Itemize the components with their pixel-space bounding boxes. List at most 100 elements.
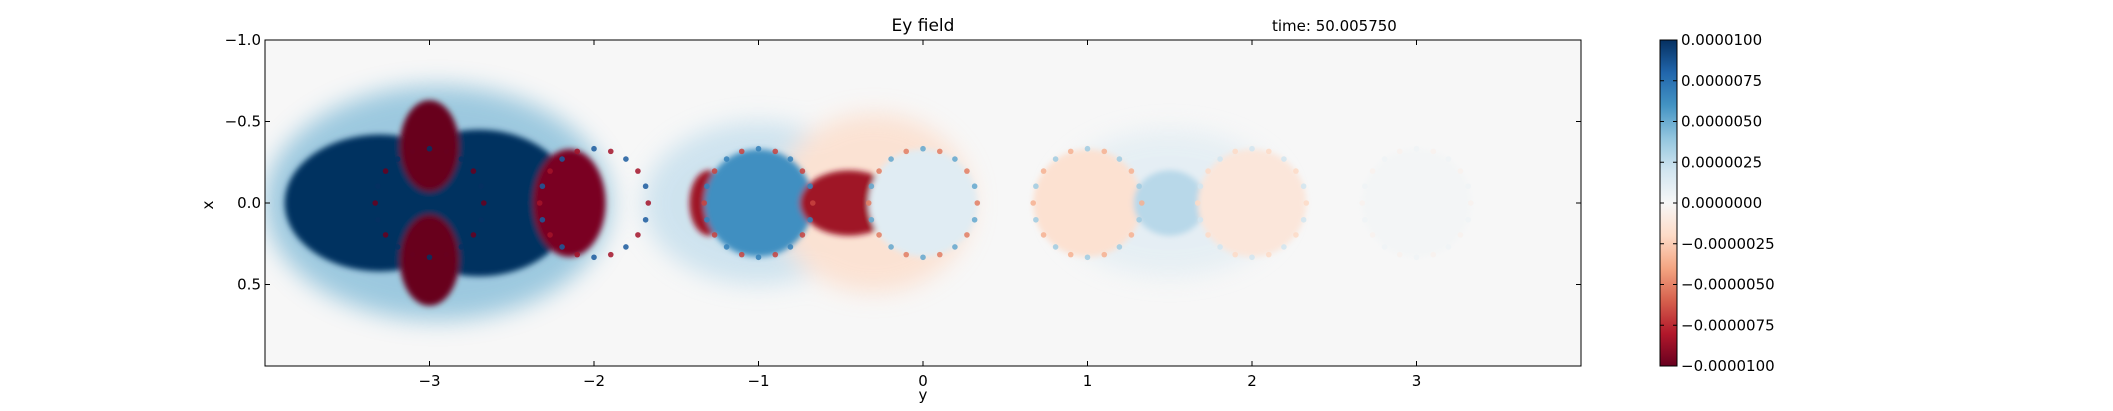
cylinder-edge-point bbox=[704, 216, 710, 223]
cylinder-edge-point bbox=[711, 168, 718, 174]
cylinder bbox=[1194, 145, 1310, 261]
cylinder-edge-point bbox=[787, 156, 794, 162]
cylinder-edge-point bbox=[539, 216, 546, 223]
colorbar-tick-label: 0.0000025 bbox=[1681, 153, 1762, 171]
cylinder-edge-point bbox=[470, 232, 477, 238]
colorbar-tick-label: −0.0000025 bbox=[1681, 235, 1775, 253]
cylinder-edge-point bbox=[426, 145, 433, 152]
cylinder-edge-point bbox=[539, 183, 546, 190]
cylinder-edge-point bbox=[1413, 254, 1420, 261]
cylinder-edge-point bbox=[409, 251, 416, 258]
cylinder bbox=[372, 145, 487, 261]
cylinder-edge-point bbox=[1281, 244, 1287, 250]
cylinder-edge-point bbox=[443, 148, 450, 155]
cylinder-edge-point bbox=[903, 251, 910, 258]
cylinder-edge-point bbox=[635, 168, 641, 174]
y-tick-label: −1.0 bbox=[225, 31, 261, 49]
cylinder-edge-point bbox=[888, 244, 894, 250]
colorbar-tick-label: −0.0000100 bbox=[1681, 357, 1775, 375]
cylinder-edge-point bbox=[807, 183, 813, 190]
colorbar-tick-label: 0.0000100 bbox=[1681, 31, 1762, 49]
cylinder-edge-point bbox=[876, 232, 882, 238]
cylinder-edge-point bbox=[1457, 168, 1464, 174]
x-axis-label: y bbox=[919, 386, 928, 404]
cylinder-edge-point bbox=[1136, 216, 1142, 223]
cylinder-edge-point bbox=[799, 168, 806, 174]
cylinder-edge-point bbox=[701, 200, 708, 206]
cylinder-edge-point bbox=[1197, 183, 1204, 190]
cylinder-edge-point bbox=[772, 148, 779, 155]
cylinder-edge-point bbox=[809, 200, 816, 206]
cylinder-edge-point bbox=[1116, 244, 1123, 250]
cylinder-edge-point bbox=[1116, 156, 1123, 162]
cylinder-edge-point bbox=[382, 168, 389, 174]
cylinder bbox=[701, 145, 816, 261]
cylinder-edge-point bbox=[574, 251, 581, 258]
cylinder-edge-point bbox=[876, 168, 882, 174]
cylinder-edge-point bbox=[375, 216, 381, 223]
cylinder-edge-point bbox=[1232, 148, 1239, 155]
cylinder-edge-point bbox=[1217, 156, 1223, 162]
cylinder-edge-point bbox=[591, 254, 597, 261]
cylinder-edge-point bbox=[1101, 148, 1108, 155]
cylinder-edge-point bbox=[1369, 232, 1376, 238]
cylinder-edge-point bbox=[920, 145, 926, 152]
x-tick-label: 2 bbox=[1247, 372, 1257, 390]
cylinder-edge-point bbox=[372, 200, 379, 206]
cylinder-edge-point bbox=[623, 156, 629, 162]
cylinder-edge-point bbox=[936, 148, 943, 155]
cylinder-edge-point bbox=[1138, 200, 1145, 206]
cylinder-edge-point bbox=[888, 156, 894, 162]
cylinder-edge-point bbox=[868, 216, 875, 223]
cylinder bbox=[536, 145, 652, 261]
cylinder-edge-point bbox=[1205, 168, 1211, 174]
cylinder-edge-point bbox=[1369, 168, 1376, 174]
x-tick-label: 0 bbox=[918, 372, 928, 390]
cylinder-edge-point bbox=[807, 216, 813, 223]
cylinder-edge-point bbox=[1128, 168, 1135, 174]
cylinder-edge-point bbox=[1396, 251, 1403, 258]
cylinder-edge-point bbox=[1281, 156, 1287, 162]
cylinder-edge-point bbox=[1205, 232, 1211, 238]
field-blob bbox=[868, 149, 978, 257]
chart-title: Ey field bbox=[892, 16, 955, 36]
cylinder-edge-point bbox=[1084, 145, 1091, 152]
cylinder-edge-point bbox=[458, 244, 465, 250]
cylinder-edge-point bbox=[1293, 232, 1299, 238]
colorbar-tick-label: 0.0000050 bbox=[1681, 113, 1762, 131]
cylinder-edge-point bbox=[964, 232, 970, 238]
cylinder-edge-point bbox=[1033, 183, 1039, 190]
x-tick-label: −2 bbox=[583, 372, 605, 390]
y-tick-label: 0.0 bbox=[237, 194, 261, 212]
cylinder-edge-point bbox=[1430, 148, 1437, 155]
cylinder-edge-point bbox=[394, 156, 401, 162]
cylinder-edge-point bbox=[1217, 244, 1223, 250]
cylinder-edge-point bbox=[1052, 244, 1059, 250]
y-tick-label: 0.5 bbox=[237, 276, 261, 294]
cylinder-edge-point bbox=[1249, 145, 1255, 152]
cylinder-edge-point bbox=[1381, 156, 1388, 162]
colorbar-tick-label: 0.0000000 bbox=[1681, 194, 1762, 212]
cylinder-edge-point bbox=[1067, 251, 1074, 258]
cylinder-edge-point bbox=[1067, 148, 1074, 155]
cylinder-edge-point bbox=[547, 168, 553, 174]
cylinder-edge-point bbox=[1197, 216, 1204, 223]
cylinder-edge-point bbox=[394, 244, 401, 250]
cylinder-edge-point bbox=[1465, 216, 1471, 223]
cylinder-edge-point bbox=[382, 232, 389, 238]
cylinder-edge-point bbox=[547, 232, 553, 238]
cylinder-edge-point bbox=[704, 183, 710, 190]
cylinder-edge-point bbox=[787, 244, 794, 250]
cylinder-edge-point bbox=[607, 148, 614, 155]
cylinder-edge-point bbox=[1030, 200, 1037, 206]
cylinder-edge-point bbox=[952, 156, 958, 162]
cylinder-edge-point bbox=[971, 183, 978, 190]
cylinder-edge-point bbox=[1445, 244, 1452, 250]
cylinder-edge-point bbox=[723, 244, 730, 250]
x-tick-label: 1 bbox=[1083, 372, 1093, 390]
cylinder-edge-point bbox=[755, 254, 762, 261]
field-blob bbox=[1362, 149, 1471, 257]
cylinder-edge-point bbox=[971, 216, 978, 223]
cylinder-edge-point bbox=[1265, 148, 1272, 155]
